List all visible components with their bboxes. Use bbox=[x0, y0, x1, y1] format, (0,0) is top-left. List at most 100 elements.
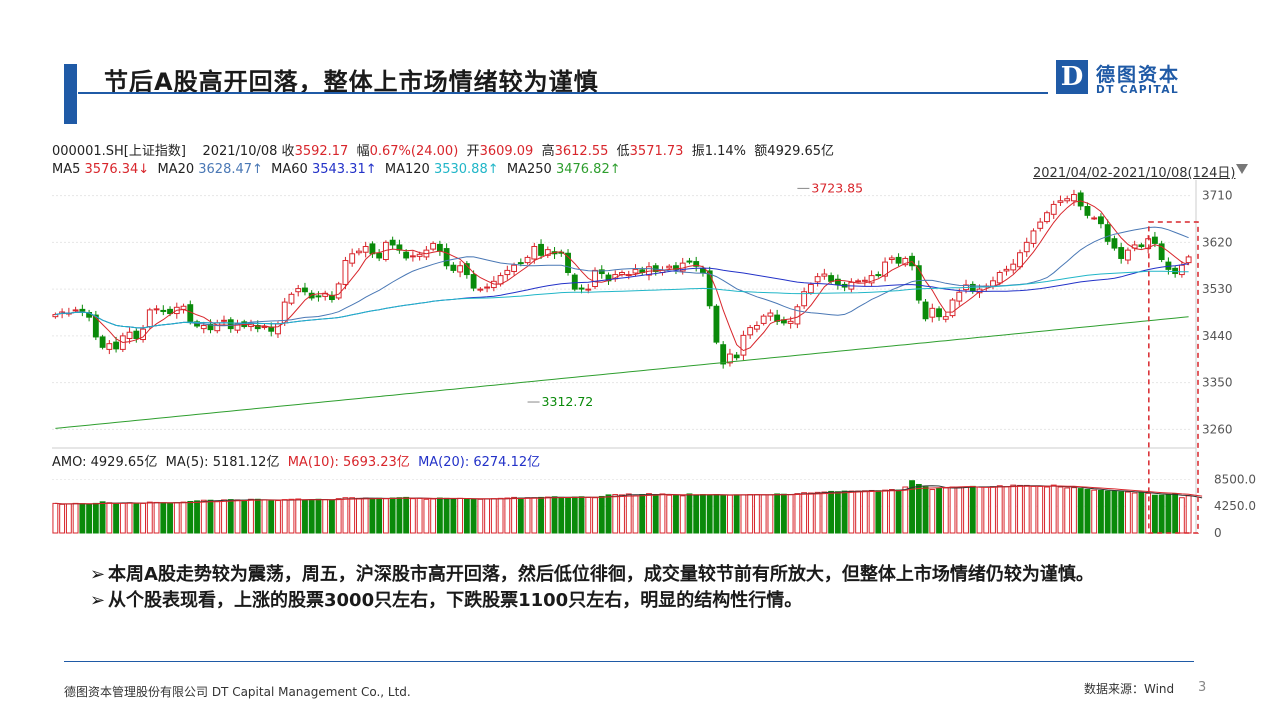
volume-bar bbox=[740, 494, 747, 534]
volume-tick-label: 8500.0 bbox=[1214, 472, 1256, 486]
bullet-text: 本周A股走势较为震荡，周五，沪深股市高开回落，然后低位徘徊，成交量较节前有所放大… bbox=[108, 564, 1094, 585]
candle bbox=[497, 275, 504, 285]
candle bbox=[436, 243, 443, 252]
volume-bar bbox=[227, 499, 234, 534]
candle bbox=[875, 274, 882, 277]
candle bbox=[1003, 268, 1010, 272]
volume-bar bbox=[436, 497, 443, 534]
ma5-label: MA5 bbox=[52, 162, 81, 177]
volume-bar bbox=[949, 486, 956, 534]
volume-bar bbox=[241, 499, 248, 534]
volume-bar bbox=[767, 494, 774, 534]
footer-divider bbox=[64, 661, 1194, 662]
volume-bar bbox=[214, 500, 221, 534]
volume-bar bbox=[902, 486, 909, 534]
volume-bar bbox=[652, 494, 659, 534]
volume-bar bbox=[173, 502, 180, 534]
volume-tick-label: 4250.0 bbox=[1214, 499, 1256, 513]
volume-bar bbox=[423, 498, 430, 534]
candle bbox=[902, 257, 909, 266]
candle bbox=[1071, 194, 1077, 202]
candle bbox=[1057, 200, 1064, 203]
candle bbox=[484, 286, 491, 289]
candle bbox=[92, 314, 99, 338]
volume-bar bbox=[79, 503, 86, 534]
volume-bar bbox=[315, 498, 322, 534]
volume-bar bbox=[160, 502, 167, 534]
candle bbox=[430, 242, 437, 250]
candle bbox=[409, 255, 416, 258]
candle bbox=[1023, 241, 1030, 253]
volume-bar bbox=[1091, 489, 1098, 534]
y-tick-label: 3620 bbox=[1202, 235, 1233, 249]
ma250-line bbox=[55, 316, 1189, 429]
volume-bar bbox=[753, 494, 760, 534]
volume-bar bbox=[1138, 492, 1145, 534]
y-tick-label: 3440 bbox=[1202, 329, 1233, 343]
ma60-label: MA60 bbox=[271, 162, 308, 177]
chevron-down-icon[interactable] bbox=[1236, 164, 1248, 174]
candle bbox=[200, 324, 207, 330]
candle bbox=[1111, 238, 1118, 249]
candle bbox=[477, 288, 484, 291]
volume-bar bbox=[612, 494, 619, 534]
volume-bar bbox=[841, 490, 848, 534]
candle bbox=[443, 248, 450, 267]
volume-bar bbox=[1071, 487, 1077, 534]
candle bbox=[450, 264, 457, 271]
volume-bar bbox=[942, 487, 949, 534]
candle bbox=[180, 305, 187, 310]
close-value: 3592.17 bbox=[294, 144, 349, 159]
candle bbox=[598, 269, 605, 275]
open-value: 3609.09 bbox=[479, 144, 534, 159]
volume-bar bbox=[497, 497, 504, 534]
volume-bar bbox=[52, 502, 59, 534]
volume-bar bbox=[929, 489, 936, 534]
volume-bar bbox=[403, 496, 410, 534]
volume-bar bbox=[531, 497, 538, 534]
volume-bar bbox=[234, 499, 241, 534]
candle bbox=[720, 344, 727, 365]
candle bbox=[153, 308, 160, 311]
candle bbox=[511, 264, 517, 272]
volume-bar bbox=[133, 502, 140, 534]
candle bbox=[1091, 217, 1098, 220]
ma5-line bbox=[55, 200, 1189, 352]
candle bbox=[929, 307, 936, 318]
candle bbox=[666, 265, 673, 269]
candle bbox=[524, 256, 531, 264]
volume-bar bbox=[140, 502, 146, 534]
volume-bar bbox=[700, 494, 706, 534]
volume-bar bbox=[376, 497, 383, 534]
candle bbox=[1185, 256, 1192, 264]
volume-bar bbox=[106, 502, 113, 534]
volume-bar bbox=[814, 491, 821, 534]
candle bbox=[996, 271, 1003, 284]
volume-bar bbox=[1151, 494, 1158, 534]
candle bbox=[686, 260, 693, 263]
volume-bar bbox=[1050, 484, 1057, 534]
volume-bar bbox=[511, 496, 517, 534]
candle bbox=[362, 246, 369, 253]
candle bbox=[295, 288, 302, 293]
volume-bar bbox=[524, 497, 531, 534]
volume-bar bbox=[92, 502, 99, 534]
annotation-label: 3723.85 bbox=[811, 180, 863, 195]
candle bbox=[376, 252, 383, 259]
footer-company: 德图资本管理股份有限公司 DT Capital Management Co., … bbox=[64, 685, 411, 699]
candle bbox=[1037, 221, 1044, 229]
volume-bar bbox=[922, 486, 929, 534]
logo-text-cn: 德图资本 bbox=[1096, 64, 1181, 86]
volume-bar bbox=[828, 490, 835, 534]
high-label: 高 bbox=[541, 144, 555, 159]
volume-bar bbox=[1017, 484, 1023, 534]
bullet-text: 从个股表现看，上涨的股票3000只左右，下跌股票1100只左右，明显的结构性行情… bbox=[108, 590, 803, 611]
ma60-value: 3543.31↑ bbox=[311, 162, 377, 177]
volume-bar bbox=[1172, 493, 1179, 534]
volume-bar bbox=[848, 490, 855, 534]
candle bbox=[207, 323, 214, 331]
candle bbox=[895, 256, 902, 264]
date-range-selector[interactable]: 2021/04/02-2021/10/08(124日) bbox=[1033, 166, 1236, 181]
volume-bar bbox=[113, 502, 120, 534]
title-accent-bar bbox=[64, 64, 77, 124]
